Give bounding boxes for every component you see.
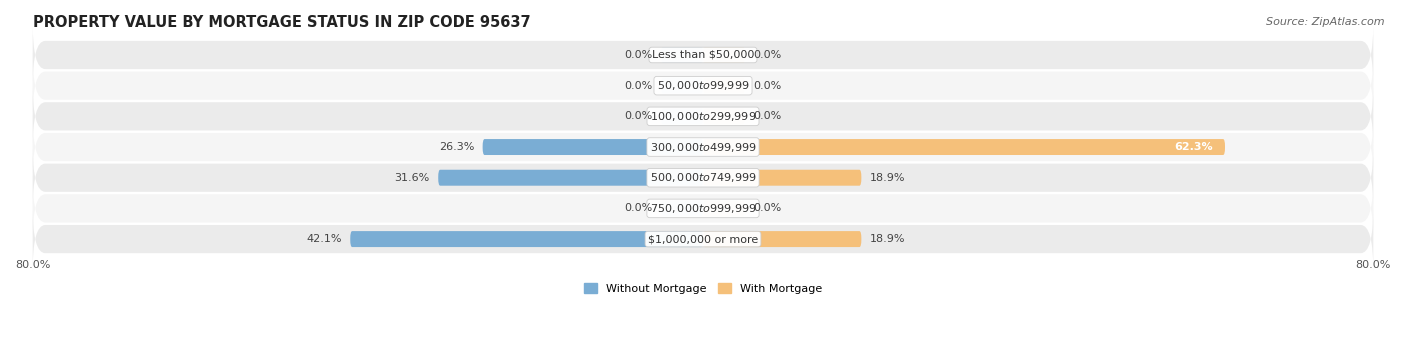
Text: 0.0%: 0.0% [754,50,782,60]
FancyBboxPatch shape [32,176,1374,240]
Text: PROPERTY VALUE BY MORTGAGE STATUS IN ZIP CODE 95637: PROPERTY VALUE BY MORTGAGE STATUS IN ZIP… [32,15,530,30]
Legend: Without Mortgage, With Mortgage: Without Mortgage, With Mortgage [579,279,827,298]
FancyBboxPatch shape [439,170,703,186]
FancyBboxPatch shape [703,47,745,63]
FancyBboxPatch shape [661,200,703,216]
Text: Source: ZipAtlas.com: Source: ZipAtlas.com [1267,17,1385,27]
FancyBboxPatch shape [661,108,703,124]
Text: 0.0%: 0.0% [624,203,652,214]
FancyBboxPatch shape [661,47,703,63]
Text: 42.1%: 42.1% [307,234,342,244]
Text: $750,000 to $999,999: $750,000 to $999,999 [650,202,756,215]
Text: $50,000 to $99,999: $50,000 to $99,999 [657,79,749,92]
FancyBboxPatch shape [482,139,703,155]
FancyBboxPatch shape [703,170,862,186]
Text: $1,000,000 or more: $1,000,000 or more [648,234,758,244]
Text: 18.9%: 18.9% [870,173,905,183]
Text: 26.3%: 26.3% [439,142,474,152]
FancyBboxPatch shape [703,78,745,94]
FancyBboxPatch shape [703,200,745,216]
FancyBboxPatch shape [32,207,1374,271]
Text: $100,000 to $299,999: $100,000 to $299,999 [650,110,756,123]
Text: 31.6%: 31.6% [395,173,430,183]
Text: 0.0%: 0.0% [754,203,782,214]
FancyBboxPatch shape [32,84,1374,148]
FancyBboxPatch shape [703,139,1225,155]
Text: 0.0%: 0.0% [754,81,782,91]
FancyBboxPatch shape [350,231,703,247]
FancyBboxPatch shape [661,78,703,94]
FancyBboxPatch shape [703,231,862,247]
FancyBboxPatch shape [32,23,1374,87]
FancyBboxPatch shape [32,146,1374,210]
Text: 0.0%: 0.0% [624,50,652,60]
FancyBboxPatch shape [32,54,1374,118]
Text: $500,000 to $749,999: $500,000 to $749,999 [650,171,756,184]
Text: $300,000 to $499,999: $300,000 to $499,999 [650,140,756,154]
Text: 0.0%: 0.0% [624,112,652,121]
Text: Less than $50,000: Less than $50,000 [652,50,754,60]
FancyBboxPatch shape [32,115,1374,179]
Text: 0.0%: 0.0% [624,81,652,91]
Text: 62.3%: 62.3% [1174,142,1212,152]
Text: 0.0%: 0.0% [754,112,782,121]
FancyBboxPatch shape [703,108,745,124]
Text: 18.9%: 18.9% [870,234,905,244]
